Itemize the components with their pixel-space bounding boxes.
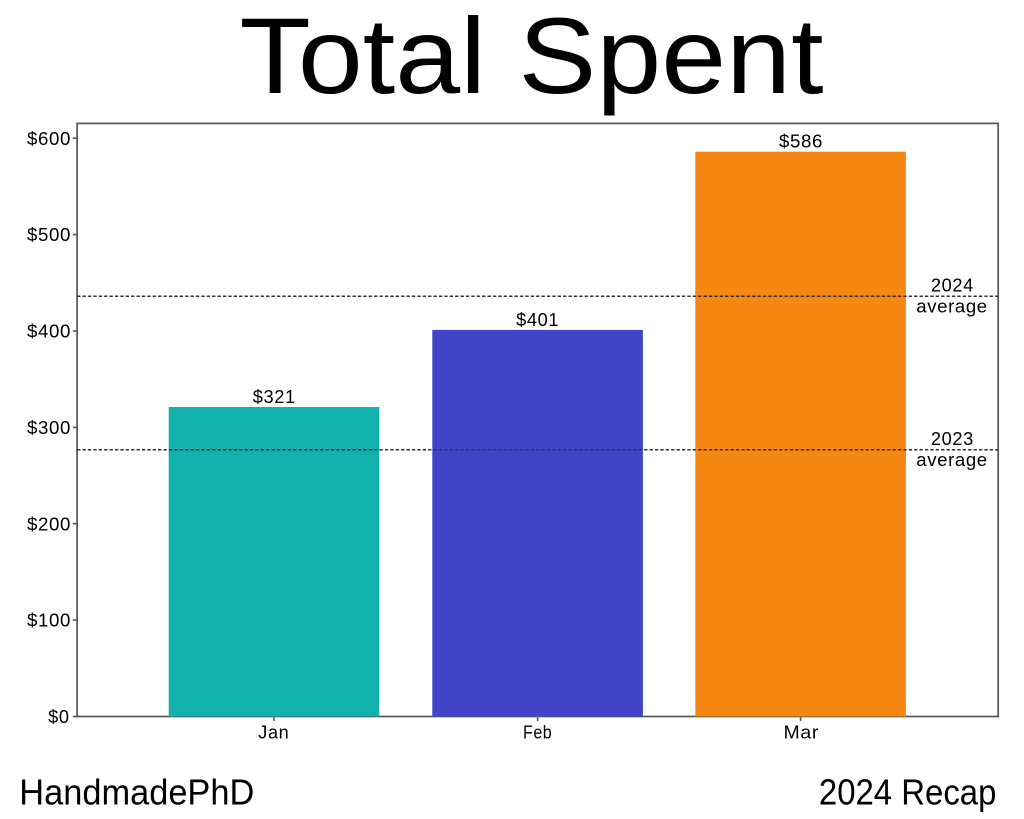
svg-text:$0: $0	[48, 707, 70, 727]
svg-text:$200: $200	[27, 514, 71, 534]
svg-text:2023: 2023	[931, 429, 974, 449]
svg-text:Jan: Jan	[258, 722, 289, 742]
svg-text:2024: 2024	[931, 276, 974, 296]
svg-text:$600: $600	[27, 129, 71, 149]
svg-text:2024 Recap: 2024 Recap	[819, 771, 997, 812]
svg-text:$401: $401	[516, 310, 559, 330]
svg-text:$100: $100	[27, 611, 71, 631]
svg-text:Mar: Mar	[784, 722, 820, 742]
svg-text:$321: $321	[253, 387, 296, 407]
svg-text:$300: $300	[27, 418, 71, 438]
svg-text:Total Spent: Total Spent	[240, 0, 824, 116]
svg-text:Feb: Feb	[523, 722, 552, 742]
svg-text:$586: $586	[779, 131, 823, 151]
svg-text:$400: $400	[27, 322, 71, 342]
svg-text:average: average	[916, 450, 988, 470]
svg-text:HandmadePhD: HandmadePhD	[19, 772, 254, 813]
svg-text:average: average	[916, 297, 988, 317]
svg-text:$500: $500	[27, 225, 71, 245]
